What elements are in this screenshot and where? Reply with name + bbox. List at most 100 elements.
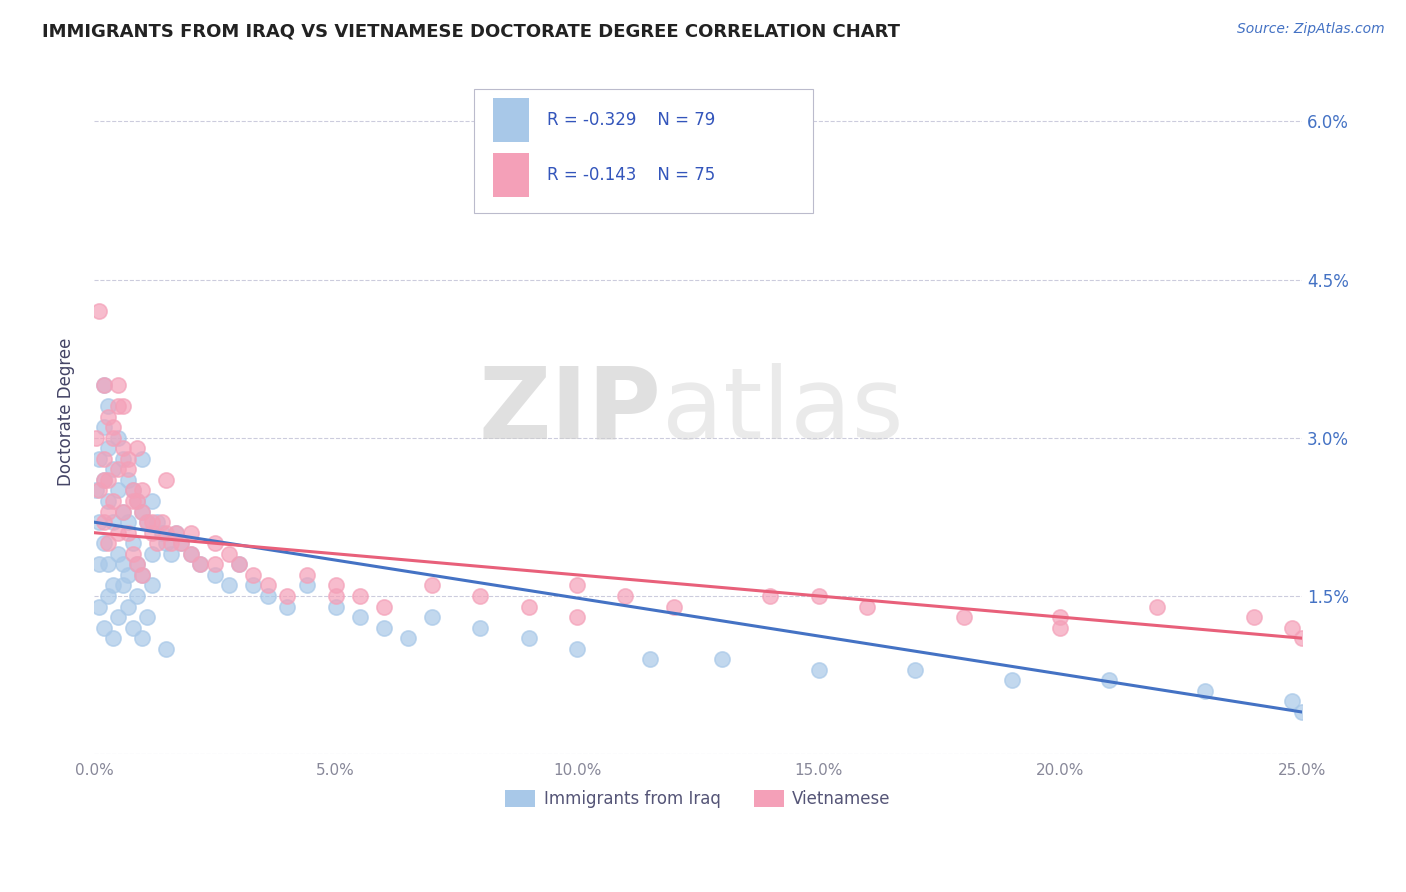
Point bbox=[155, 473, 177, 487]
Point bbox=[127, 494, 149, 508]
Point bbox=[180, 547, 202, 561]
Point bbox=[517, 599, 540, 614]
Point bbox=[170, 536, 193, 550]
FancyBboxPatch shape bbox=[492, 97, 529, 142]
Point bbox=[141, 578, 163, 592]
Point bbox=[218, 578, 240, 592]
Legend: Immigrants from Iraq, Vietnamese: Immigrants from Iraq, Vietnamese bbox=[499, 783, 897, 814]
Point bbox=[103, 515, 125, 529]
Point bbox=[517, 631, 540, 645]
Text: atlas: atlas bbox=[662, 363, 903, 460]
Y-axis label: Doctorate Degree: Doctorate Degree bbox=[58, 337, 75, 485]
Point bbox=[103, 420, 125, 434]
Point bbox=[373, 621, 395, 635]
Point bbox=[131, 451, 153, 466]
Point bbox=[117, 451, 139, 466]
Point bbox=[111, 578, 134, 592]
Point bbox=[420, 610, 443, 624]
Point bbox=[188, 558, 211, 572]
Point bbox=[97, 473, 120, 487]
Point bbox=[117, 473, 139, 487]
Point bbox=[86, 431, 108, 445]
Point bbox=[904, 663, 927, 677]
Point bbox=[470, 621, 492, 635]
Point bbox=[1291, 705, 1313, 719]
Point bbox=[160, 547, 183, 561]
Point bbox=[111, 505, 134, 519]
Point bbox=[155, 536, 177, 550]
Point bbox=[228, 558, 250, 572]
Point bbox=[87, 599, 110, 614]
Point bbox=[1001, 673, 1024, 688]
Point bbox=[117, 599, 139, 614]
Point bbox=[111, 505, 134, 519]
Point bbox=[136, 515, 159, 529]
Point bbox=[103, 431, 125, 445]
Text: IMMIGRANTS FROM IRAQ VS VIETNAMESE DOCTORATE DEGREE CORRELATION CHART: IMMIGRANTS FROM IRAQ VS VIETNAMESE DOCTO… bbox=[42, 22, 900, 40]
Point bbox=[107, 431, 129, 445]
Point bbox=[325, 589, 347, 603]
Point bbox=[107, 399, 129, 413]
Point bbox=[117, 462, 139, 476]
Point bbox=[295, 567, 318, 582]
Point bbox=[87, 304, 110, 318]
Point bbox=[204, 536, 226, 550]
Point bbox=[1291, 631, 1313, 645]
Point bbox=[141, 547, 163, 561]
Point bbox=[103, 631, 125, 645]
Point bbox=[131, 567, 153, 582]
Point bbox=[127, 589, 149, 603]
Point bbox=[1049, 621, 1071, 635]
Point bbox=[127, 558, 149, 572]
Point bbox=[117, 525, 139, 540]
Point bbox=[87, 558, 110, 572]
Point bbox=[141, 525, 163, 540]
Point bbox=[204, 567, 226, 582]
Point bbox=[295, 578, 318, 592]
Point bbox=[711, 652, 734, 666]
Point bbox=[1243, 610, 1265, 624]
Point bbox=[111, 558, 134, 572]
Text: R = -0.329    N = 79: R = -0.329 N = 79 bbox=[547, 111, 716, 129]
Point bbox=[107, 462, 129, 476]
Point bbox=[141, 494, 163, 508]
Point bbox=[565, 641, 588, 656]
FancyBboxPatch shape bbox=[492, 153, 529, 197]
Point bbox=[97, 536, 120, 550]
Point bbox=[121, 547, 143, 561]
Point bbox=[373, 599, 395, 614]
Point bbox=[93, 420, 115, 434]
Point bbox=[614, 589, 637, 603]
Point bbox=[127, 442, 149, 456]
Point bbox=[97, 494, 120, 508]
Point bbox=[155, 641, 177, 656]
Point bbox=[136, 515, 159, 529]
Point bbox=[565, 578, 588, 592]
Point bbox=[228, 558, 250, 572]
Point bbox=[93, 451, 115, 466]
Point bbox=[107, 483, 129, 498]
Point bbox=[276, 589, 298, 603]
Point bbox=[117, 515, 139, 529]
Point bbox=[107, 525, 129, 540]
Point bbox=[111, 451, 134, 466]
Point bbox=[155, 525, 177, 540]
Point bbox=[638, 652, 661, 666]
Point bbox=[242, 578, 264, 592]
Point bbox=[420, 578, 443, 592]
Point bbox=[1049, 610, 1071, 624]
Point bbox=[103, 494, 125, 508]
Point bbox=[136, 610, 159, 624]
Point bbox=[325, 599, 347, 614]
Point bbox=[257, 578, 280, 592]
Text: Source: ZipAtlas.com: Source: ZipAtlas.com bbox=[1237, 22, 1385, 37]
Point bbox=[807, 663, 830, 677]
Point bbox=[807, 589, 830, 603]
Point bbox=[856, 599, 879, 614]
Point bbox=[218, 547, 240, 561]
Point bbox=[97, 442, 120, 456]
Point bbox=[93, 378, 115, 392]
Point bbox=[111, 399, 134, 413]
Point bbox=[93, 515, 115, 529]
Point bbox=[93, 621, 115, 635]
